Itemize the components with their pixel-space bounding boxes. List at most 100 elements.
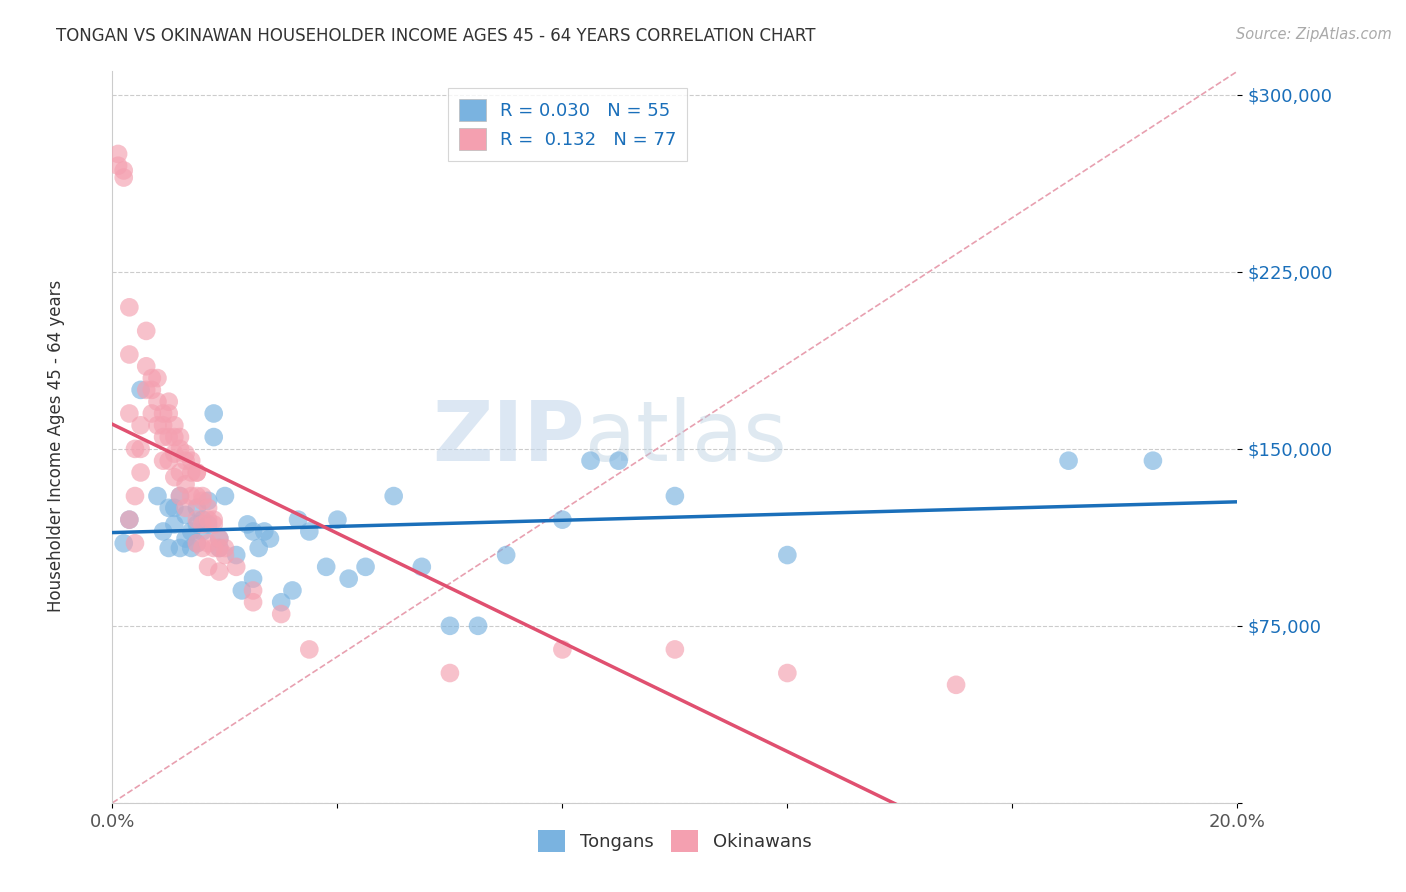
Point (242, 595, 264, 609)
Point (174, 532, 197, 546)
Point (107, 159, 129, 173)
Point (186, 500, 208, 515)
Point (146, 371, 169, 385)
Point (214, 541, 236, 555)
Point (186, 536, 208, 550)
Point (157, 500, 180, 515)
Point (157, 394, 180, 409)
Point (129, 466, 152, 480)
Point (337, 572, 360, 586)
Point (411, 559, 433, 574)
Point (191, 541, 214, 555)
Point (146, 394, 169, 409)
Point (439, 619, 461, 633)
Point (298, 642, 321, 657)
Text: ZIP: ZIP (433, 397, 585, 477)
Point (180, 524, 202, 539)
Point (152, 430, 174, 444)
Point (152, 453, 174, 467)
Point (354, 559, 377, 574)
Point (169, 489, 191, 503)
Point (231, 583, 253, 598)
Point (180, 453, 202, 467)
Point (180, 466, 202, 480)
Point (174, 500, 197, 515)
Point (197, 517, 219, 532)
Point (169, 442, 191, 456)
Point (112, 170, 135, 185)
Point (141, 383, 163, 397)
Point (135, 383, 157, 397)
Point (186, 536, 208, 550)
Point (281, 583, 304, 598)
Point (152, 418, 174, 433)
Point (495, 548, 517, 562)
Point (247, 541, 270, 555)
Point (112, 536, 135, 550)
Point (180, 489, 202, 503)
Point (141, 407, 163, 421)
Point (202, 430, 225, 444)
Point (186, 489, 208, 503)
Point (197, 493, 219, 508)
Point (298, 524, 321, 539)
Point (191, 524, 214, 539)
Point (129, 383, 152, 397)
Point (1057, 453, 1080, 467)
Point (157, 541, 180, 555)
Point (107, 147, 129, 161)
Point (152, 524, 174, 539)
Point (169, 541, 191, 555)
Point (236, 517, 259, 532)
Point (163, 500, 186, 515)
Point (118, 513, 141, 527)
Text: atlas: atlas (585, 397, 786, 477)
Point (146, 489, 169, 503)
Point (124, 489, 146, 503)
Point (157, 407, 180, 421)
Point (259, 532, 281, 546)
Point (270, 595, 292, 609)
Point (776, 548, 799, 562)
Text: TONGAN VS OKINAWAN HOUSEHOLDER INCOME AGES 45 - 64 YEARS CORRELATION CHART: TONGAN VS OKINAWAN HOUSEHOLDER INCOME AG… (56, 27, 815, 45)
Point (197, 559, 219, 574)
Point (169, 430, 191, 444)
Point (186, 466, 208, 480)
Text: Householder Income Ages 45 - 64 years: Householder Income Ages 45 - 64 years (48, 280, 65, 612)
Point (202, 407, 225, 421)
Point (214, 489, 236, 503)
Point (607, 453, 630, 467)
Point (124, 442, 146, 456)
Point (118, 407, 141, 421)
Point (186, 513, 208, 527)
Point (242, 524, 264, 539)
Point (169, 466, 191, 480)
Point (118, 301, 141, 315)
Text: Source: ZipAtlas.com: Source: ZipAtlas.com (1236, 27, 1392, 42)
Point (146, 418, 169, 433)
Point (197, 500, 219, 515)
Point (163, 470, 186, 484)
Point (191, 493, 214, 508)
Point (163, 517, 186, 532)
Point (186, 466, 208, 480)
Point (157, 430, 180, 444)
Point (551, 513, 574, 527)
Point (174, 453, 197, 467)
Point (152, 407, 174, 421)
Point (112, 163, 135, 178)
Point (163, 430, 186, 444)
Point (135, 359, 157, 374)
Point (242, 583, 264, 598)
Point (776, 666, 799, 681)
Point (208, 541, 231, 555)
Point (163, 447, 186, 461)
Point (225, 548, 247, 562)
Point (135, 324, 157, 338)
Point (551, 642, 574, 657)
Point (129, 442, 152, 456)
Point (174, 508, 197, 522)
Point (945, 678, 967, 692)
Point (664, 489, 686, 503)
Point (186, 517, 208, 532)
